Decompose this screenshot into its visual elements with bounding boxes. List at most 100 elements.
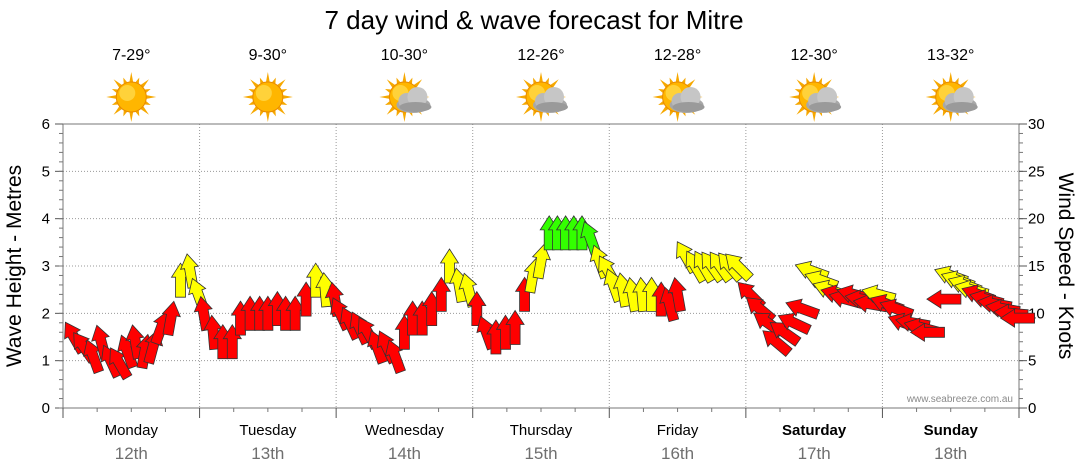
sun-ray xyxy=(659,79,669,88)
wind-arrow-series xyxy=(64,215,1035,381)
day-date: 12th xyxy=(115,444,148,463)
day-name: Saturday xyxy=(782,422,847,439)
day-date: 15th xyxy=(524,444,557,463)
sun-ray xyxy=(140,106,149,115)
cloud-shape xyxy=(806,87,842,113)
cloud-part xyxy=(407,87,428,107)
left-tick-label: 3 xyxy=(42,258,50,275)
chart-title: 7 day wind & wave forecast for Mitre xyxy=(324,5,743,35)
sun-ray xyxy=(933,79,942,88)
right-tick-label: 20 xyxy=(1028,211,1045,228)
sun-ray xyxy=(675,72,680,83)
day-date: 14th xyxy=(388,444,421,463)
wind-arrow xyxy=(879,298,915,320)
partly-cloudy-icon xyxy=(516,72,568,122)
cloud-part xyxy=(672,102,705,112)
sun-ray xyxy=(402,111,407,122)
wind-arrow xyxy=(384,339,406,375)
wind-arrow xyxy=(725,253,754,283)
partly-cloudy-icon xyxy=(379,72,432,122)
sun-ray xyxy=(796,79,806,88)
wind-arrow xyxy=(531,243,552,280)
day-name: Sunday xyxy=(924,422,979,439)
sun-ray xyxy=(948,72,953,83)
day-temperature: 9-30° xyxy=(249,47,287,64)
left-tick-label: 5 xyxy=(42,163,50,180)
wind-arrow xyxy=(161,300,181,337)
day-labels: Monday 12th Tuesday 13th Wednesday 14th Thursd… xyxy=(105,422,979,463)
cloud-part xyxy=(809,102,842,112)
left-tick-label: 1 xyxy=(42,353,50,370)
cloud-part xyxy=(945,102,978,112)
sun-ray xyxy=(276,79,286,88)
sun-ray xyxy=(925,95,936,99)
wind-arrow xyxy=(667,276,687,313)
sun-ray xyxy=(550,79,559,88)
partly-cloudy-icon xyxy=(925,72,978,122)
sun-ray xyxy=(823,79,832,88)
sun-ray xyxy=(789,95,800,99)
cloud-part xyxy=(680,87,701,107)
sun-highlight xyxy=(119,85,136,101)
sun-ray xyxy=(812,111,817,122)
sun-ray xyxy=(523,79,532,88)
day-name: Thursday xyxy=(510,422,573,439)
day-temperature: 10-30° xyxy=(381,47,428,64)
sun-ray xyxy=(129,72,134,83)
sun-ray xyxy=(948,111,953,122)
day-name: Tuesday xyxy=(239,422,296,439)
left-axis-label: Wave Height - Metres xyxy=(3,165,26,367)
wind-arrow xyxy=(926,289,962,309)
cloud-shape xyxy=(396,87,432,113)
sun-ray xyxy=(250,79,259,88)
sun-ray xyxy=(265,111,270,122)
day-temperature: 12-30° xyxy=(790,47,837,64)
day-name: Friday xyxy=(657,422,699,439)
partly-cloudy-icon xyxy=(652,72,705,122)
day-temperature: 12-26° xyxy=(517,47,564,64)
temperature-row: 7-29° 9-30° 10-30° 12-26° 12-28° 12-30° 13-32° xyxy=(112,47,974,64)
day-date: 18th xyxy=(934,444,967,463)
sun-ray xyxy=(113,106,123,115)
day-date: 13th xyxy=(251,444,284,463)
sun-ray xyxy=(675,111,680,122)
day-date: 17th xyxy=(798,444,831,463)
sun-ray xyxy=(113,79,123,88)
sun-ray xyxy=(516,95,527,99)
sun-ray xyxy=(652,95,663,99)
sun-ray xyxy=(140,79,149,88)
right-tick-label: 5 xyxy=(1028,353,1036,370)
left-tick-label: 2 xyxy=(42,305,50,322)
left-tick-label: 4 xyxy=(42,211,50,228)
wind-arrow xyxy=(999,308,1035,328)
sun-ray xyxy=(250,106,259,115)
right-tick-label: 0 xyxy=(1028,400,1036,417)
sun-ray xyxy=(659,106,669,115)
day-name: Wednesday xyxy=(365,422,444,439)
sun-ray xyxy=(686,79,696,88)
left-tick-label: 6 xyxy=(42,116,50,133)
credit-text: www.seabreeze.com.au xyxy=(906,394,1013,405)
cloud-shape xyxy=(942,87,978,113)
sun-ray xyxy=(265,72,270,83)
sun-ray xyxy=(386,79,396,88)
day-temperature: 7-29° xyxy=(112,47,150,64)
day-temperature: 12-28° xyxy=(654,47,701,64)
sun-icon xyxy=(242,72,293,122)
cloud-shape xyxy=(669,87,705,113)
cloud-part xyxy=(817,87,838,107)
cloud-part xyxy=(544,87,564,107)
day-name: Monday xyxy=(105,422,159,439)
cloud-part xyxy=(399,102,432,112)
cloud-shape xyxy=(533,87,568,113)
right-tick-label: 25 xyxy=(1028,163,1045,180)
right-axis-label: Wind Speed - Knots xyxy=(1054,173,1077,360)
sun-ray xyxy=(413,79,423,88)
sun-ray xyxy=(959,79,969,88)
right-tick-label: 15 xyxy=(1028,258,1045,275)
right-tick-label: 30 xyxy=(1028,116,1045,133)
left-tick-label: 0 xyxy=(42,400,50,417)
sun-ray xyxy=(146,95,157,99)
sun-ray xyxy=(539,111,543,122)
